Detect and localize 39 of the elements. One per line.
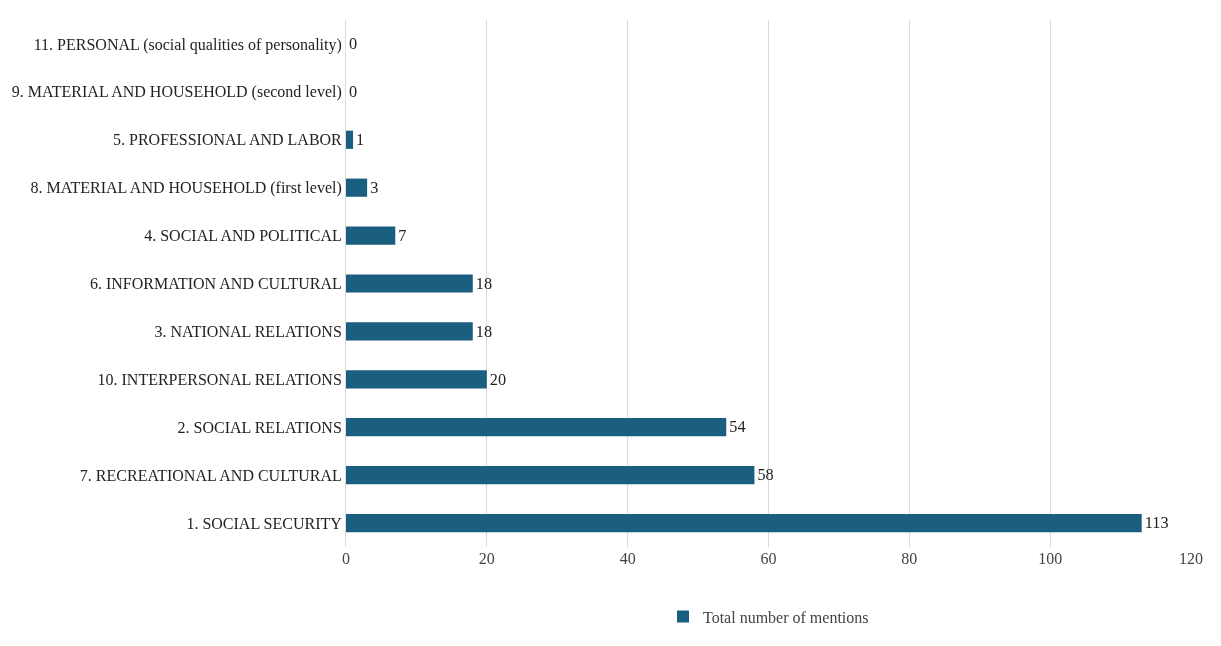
bar	[346, 226, 396, 245]
x-tick-label: 60	[760, 550, 777, 567]
bar	[346, 274, 473, 293]
data-label: 3	[370, 177, 379, 197]
x-tick-label: 80	[901, 550, 918, 567]
data-label: 7	[398, 225, 407, 245]
bar	[346, 322, 473, 341]
data-label: 0	[349, 82, 358, 102]
data-label: 0	[349, 34, 358, 54]
data-label: 113	[1144, 513, 1169, 533]
y-tick-label: 9. MATERIAL AND HOUSEHOLD (second level)	[11, 83, 342, 102]
y-tick-label: 4. SOCIAL AND POLITICAL	[144, 227, 342, 245]
data-label: 20	[489, 369, 507, 389]
legend-label: Total number of mentions	[703, 608, 869, 626]
bar	[346, 370, 487, 389]
data-label: 58	[757, 465, 774, 485]
y-tick-label: 1. SOCIAL SECURITY	[186, 514, 343, 532]
bar	[346, 418, 727, 437]
y-tick-label: 7. RECREATIONAL AND CULTURAL	[79, 466, 342, 484]
bar	[346, 130, 354, 149]
x-tick-label: 0	[342, 550, 350, 567]
bar	[346, 466, 755, 485]
y-tick-label: 10. INTERPERSONAL RELATIONS	[97, 370, 342, 388]
data-label: 18	[475, 273, 493, 293]
data-label: 1	[356, 130, 365, 150]
x-tick-label: 120	[1179, 550, 1203, 567]
data-label: 18	[475, 321, 493, 341]
bar	[346, 178, 368, 197]
y-tick-label: 6. INFORMATION AND CULTURAL	[89, 275, 342, 293]
y-tick-label: 5. PROFESSIONAL AND LABOR	[113, 131, 343, 149]
x-tick-label: 40	[619, 550, 636, 567]
y-tick-label: 2. SOCIAL RELATIONS	[177, 418, 342, 436]
x-tick-label: 100	[1038, 550, 1063, 567]
y-tick-label: 3. NATIONAL RELATIONS	[154, 323, 342, 341]
x-tick-label: 20	[478, 550, 495, 567]
y-tick-label: 11. PERSONAL (social qualities of personality)	[33, 35, 342, 54]
bar	[346, 513, 1142, 533]
y-tick-label: 8. MATERIAL AND HOUSEHOLD (first level)	[30, 179, 342, 198]
data-label: 54	[729, 417, 746, 437]
